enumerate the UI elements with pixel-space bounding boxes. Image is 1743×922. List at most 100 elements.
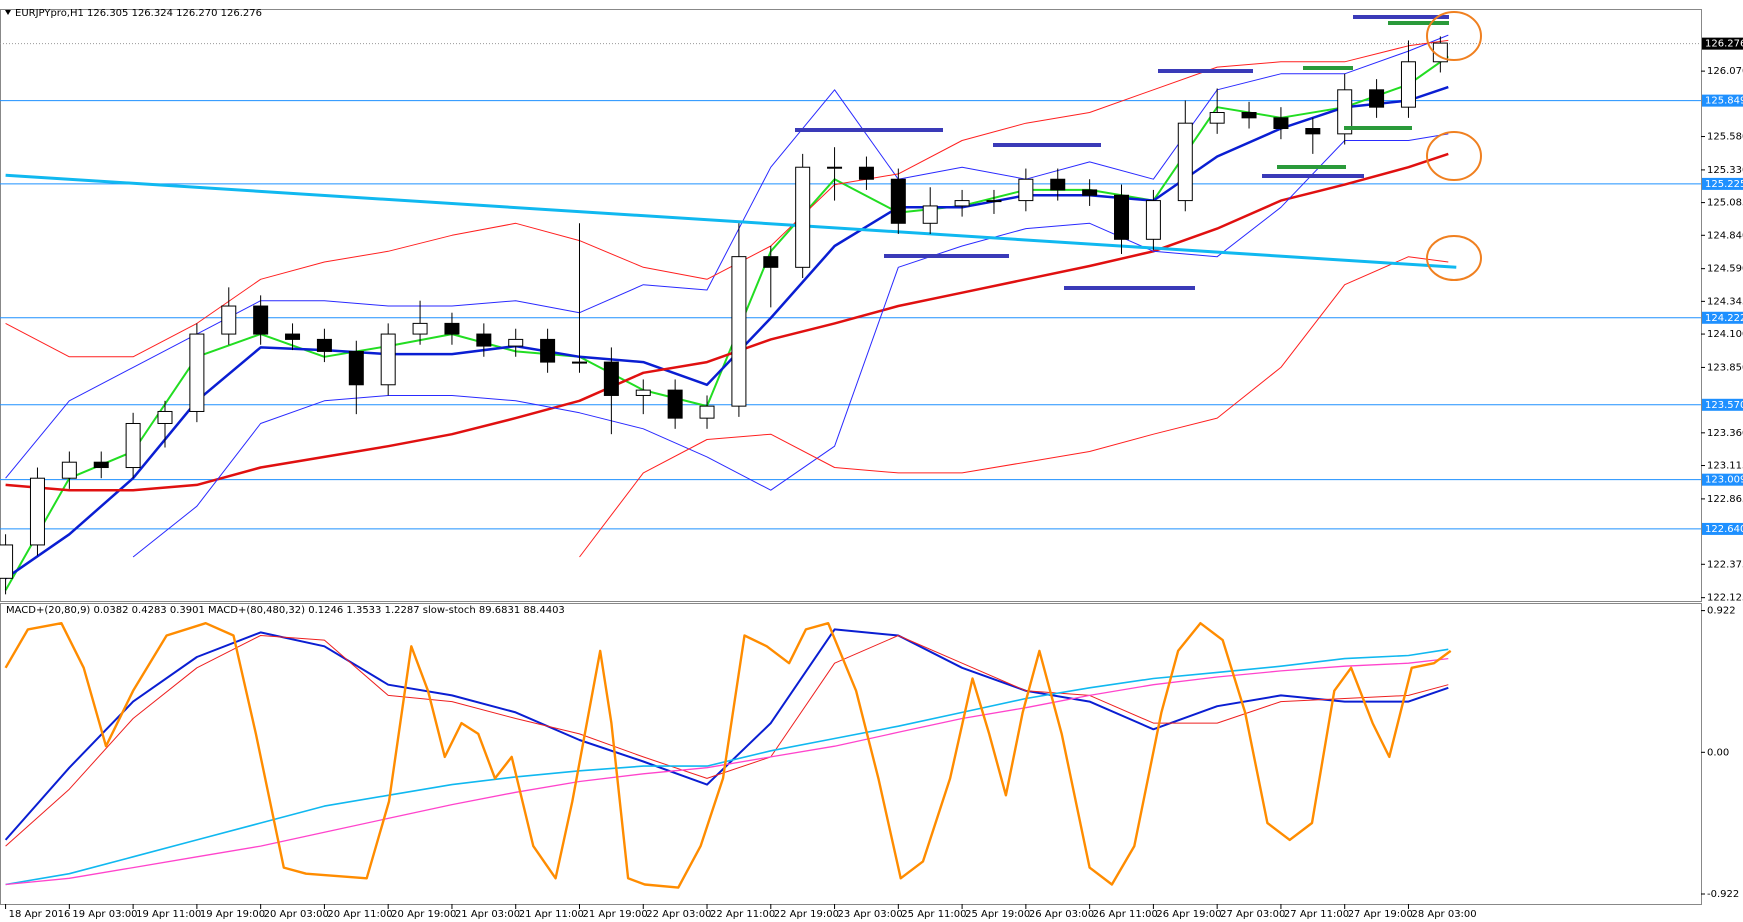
y-tick-label: 125.330 <box>1707 165 1743 176</box>
candle-body <box>1145 200 1161 240</box>
level-label-box <box>1702 398 1743 411</box>
x-tick-label: 21 Apr 19:00 <box>582 909 647 920</box>
y-tick-label: 122.125 <box>1707 593 1743 604</box>
x-tick-label: 21 Apr 03:00 <box>455 909 520 920</box>
indicator-panel-frame <box>0 603 1702 905</box>
candle-body <box>221 305 237 335</box>
x-tick-label: 27 Apr 03:00 <box>1220 909 1285 920</box>
y-tick-label: 125.580 <box>1707 132 1743 143</box>
candle-body <box>1400 61 1416 108</box>
x-tick-label: 26 Apr 19:00 <box>1156 909 1221 920</box>
candle-body <box>827 166 843 169</box>
x-tick-label: 19 Apr 03:00 <box>72 909 137 920</box>
indicator-line <box>579 256 1449 558</box>
annotations <box>795 11 1482 290</box>
candle-body <box>858 166 874 180</box>
candle-body <box>253 305 269 335</box>
candle-body <box>316 338 332 352</box>
candle-body <box>1018 178 1034 202</box>
panel-title: EURJPYpro,H1 126.305 126.324 126.270 126… <box>15 8 262 19</box>
candle-body <box>1305 128 1321 135</box>
level-label-box <box>1702 311 1743 324</box>
candle-body <box>189 333 205 412</box>
candle-body <box>348 350 364 386</box>
indicator-line <box>5 657 1449 886</box>
candle-body <box>922 205 938 224</box>
candle-body <box>444 322 460 335</box>
candle-body <box>1369 89 1385 108</box>
candle-body <box>412 322 428 335</box>
y-tick-label: 125.085 <box>1707 198 1743 209</box>
level-label-box <box>1702 177 1743 190</box>
level-label: 123.570 <box>1705 400 1743 411</box>
price-panel-frame <box>0 9 1702 602</box>
x-tick-label: 22 Apr 03:00 <box>646 909 711 920</box>
x-tick-label: 28 Apr 03:00 <box>1411 909 1476 920</box>
candle-body <box>61 461 77 479</box>
resistance-marks <box>795 15 1449 290</box>
x-tick-label: 26 Apr 11:00 <box>1093 909 1158 920</box>
indicator-line <box>5 648 1449 886</box>
x-tick-label: 18 Apr 2016 <box>9 909 71 920</box>
y-tick-label: 124.840 <box>1707 230 1743 241</box>
candle-body <box>1337 89 1353 135</box>
y-tick-label: 123.360 <box>1707 428 1743 439</box>
candle-body <box>731 256 747 407</box>
plot-layer: EURJPYpro,H1 126.305 126.324 126.270 126… <box>0 8 1743 920</box>
x-tick-label: 25 Apr 19:00 <box>965 909 1030 920</box>
level-label: 124.222 <box>1705 313 1743 324</box>
candle-body <box>954 200 970 207</box>
candle-body <box>508 338 524 347</box>
level-label: 123.009 <box>1705 475 1743 486</box>
candle-body <box>795 166 811 268</box>
candle-body <box>380 333 396 386</box>
y-tick-label: -0.922 <box>1707 889 1739 900</box>
y-tick-label: 124.100 <box>1707 329 1743 340</box>
indicator-line <box>4 628 1449 841</box>
y-tick-label: 124.590 <box>1707 264 1743 275</box>
candle-body <box>1209 112 1225 124</box>
current-price-label: 126.276 <box>1705 39 1743 50</box>
panel-title: MACD+(20,80,9) 0.0382 0.4283 0.3901 MACD… <box>6 605 565 616</box>
y-tick-label: 123.850 <box>1707 362 1743 373</box>
x-tick-label: 23 Apr 03:00 <box>838 909 903 920</box>
candle-body <box>667 389 683 419</box>
x-tick-label: 19 Apr 19:00 <box>200 909 265 920</box>
candle-body <box>1273 117 1289 130</box>
level-label: 125.225 <box>1705 179 1743 190</box>
menu-triangle <box>5 10 11 15</box>
candle-body <box>29 477 45 546</box>
level-label-box <box>1702 473 1743 486</box>
candle-body <box>699 405 715 419</box>
x-tick-label: 20 Apr 11:00 <box>327 909 392 920</box>
candle-body <box>890 178 906 224</box>
y-tick-label: 122.865 <box>1707 494 1743 505</box>
candle-body <box>763 256 779 268</box>
indicator-line <box>4 622 1452 889</box>
support-marks <box>1277 21 1449 169</box>
candle-body <box>125 422 141 469</box>
x-tick-label: 19 Apr 11:00 <box>136 909 201 920</box>
level-label-box <box>1702 522 1743 535</box>
y-tick-label: 122.375 <box>1707 559 1743 570</box>
candle-body <box>157 410 173 424</box>
candle-body <box>540 338 556 363</box>
candle-body <box>1177 122 1193 202</box>
x-tick-label: 27 Apr 11:00 <box>1284 909 1349 920</box>
x-tick-label: 25 Apr 11:00 <box>901 909 966 920</box>
x-tick-label: 26 Apr 03:00 <box>1029 909 1094 920</box>
level-label: 125.849 <box>1705 96 1743 107</box>
candle-body <box>285 333 301 340</box>
indicator-line <box>5 635 1449 847</box>
candle-body <box>1082 189 1098 196</box>
candle-body <box>1050 178 1066 191</box>
candle-body <box>1114 194 1130 240</box>
x-tick-label: 27 Apr 19:00 <box>1348 909 1413 920</box>
x-tick-label: 20 Apr 03:00 <box>264 909 329 920</box>
candle-body <box>93 461 109 469</box>
x-tick-label: 21 Apr 11:00 <box>519 909 584 920</box>
current-price-box <box>1702 37 1743 50</box>
candle-body <box>0 544 14 579</box>
highlight-circles <box>1426 11 1482 281</box>
